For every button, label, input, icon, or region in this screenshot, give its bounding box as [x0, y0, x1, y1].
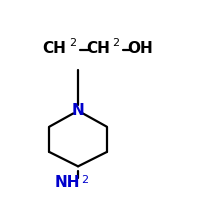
Text: 2: 2 [69, 38, 76, 48]
Text: CH: CH [85, 41, 109, 56]
Text: 2: 2 [112, 38, 119, 48]
Text: CH: CH [42, 41, 66, 56]
Text: N: N [71, 103, 84, 118]
Text: NH: NH [54, 175, 79, 190]
Text: 2: 2 [80, 175, 88, 185]
Text: OH: OH [126, 41, 152, 56]
